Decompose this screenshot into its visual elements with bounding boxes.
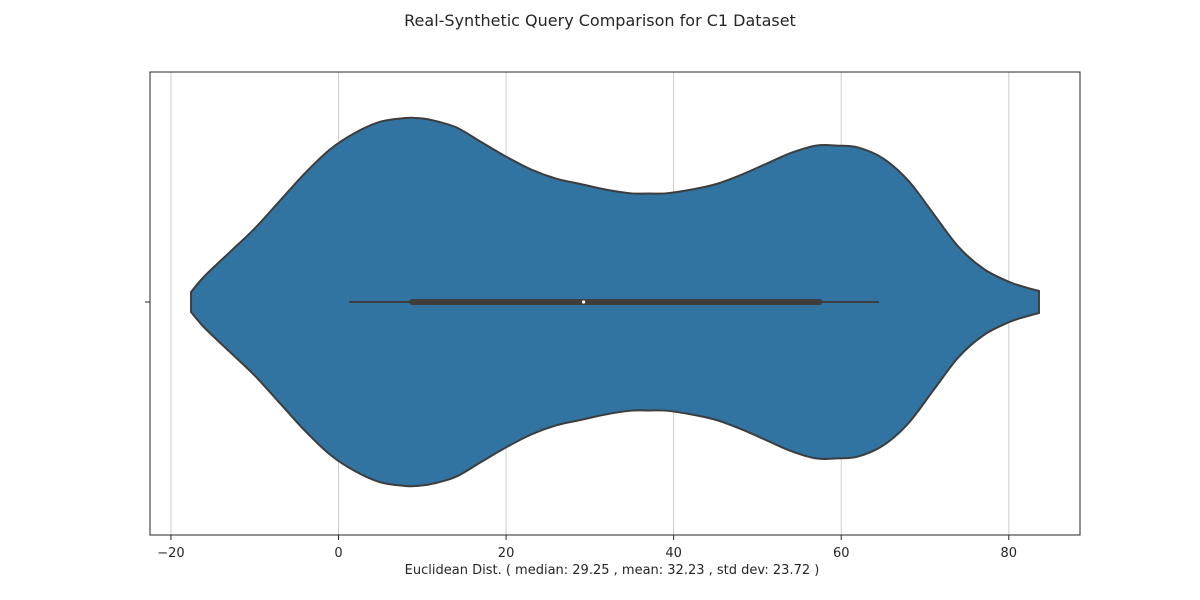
chart-title: Real-Synthetic Query Comparison for C1 D… bbox=[404, 11, 796, 30]
x-tick-label: 20 bbox=[498, 546, 515, 561]
plot-frame bbox=[149, 71, 1081, 536]
x-axis-ticks: −20 0 20 40 60 80 bbox=[157, 535, 1017, 561]
x-tick-label: −20 bbox=[157, 546, 184, 561]
median-marker bbox=[581, 300, 586, 304]
x-tick-label: 40 bbox=[665, 546, 682, 561]
x-tick-label: 0 bbox=[334, 546, 342, 561]
x-axis-label: Euclidean Dist. ( median: 29.25 , mean: … bbox=[405, 563, 820, 578]
x-tick-label: 80 bbox=[1001, 546, 1018, 561]
x-tick-label: 60 bbox=[833, 546, 850, 561]
